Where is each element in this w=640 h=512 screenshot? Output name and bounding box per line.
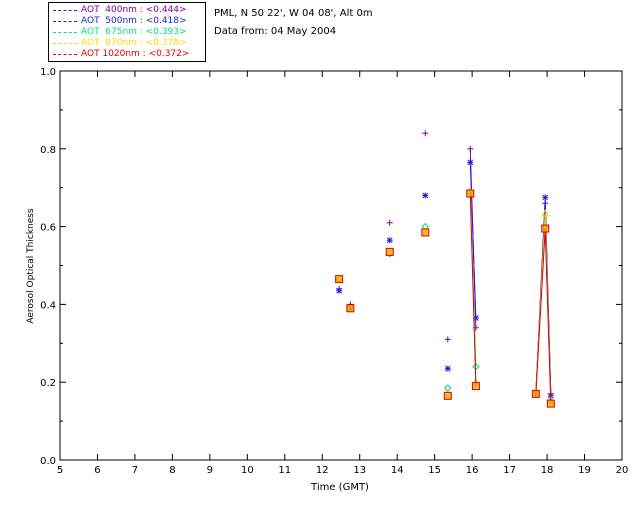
data-point [346,304,355,313]
data-point [385,247,394,256]
data-point [444,365,451,372]
x-tick-label: 14 [391,465,404,476]
data-point [444,384,452,392]
legend-swatch [53,54,77,55]
series-line [469,162,477,319]
series-2 [335,187,555,406]
legend-label: AOT 675nm : <0.393> [81,27,187,37]
data-point [541,208,550,217]
data-point [422,192,429,199]
legend-label: AOT 500nm : <0.418> [81,16,187,26]
legend-swatch [53,32,77,33]
x-tick-label: 6 [94,465,100,476]
data-point [542,194,549,201]
x-tick-label: 13 [353,465,366,476]
data-point [335,275,344,284]
series-3 [335,187,555,408]
data-point [467,159,474,166]
x-tick-label: 17 [503,465,516,476]
data-point [443,391,452,400]
plot-area [59,70,623,461]
data-point [386,219,393,226]
x-tick-label: 16 [466,465,479,476]
legend-entry: AOT 870nm : <0.378> [53,38,203,49]
y-tick-label: 0.6 [40,223,56,234]
legend-label: AOT 1020nm : <0.372> [81,49,190,59]
data-point [444,336,451,343]
x-tick-label: 9 [207,465,213,476]
x-tick-label: 10 [241,465,254,476]
legend-entry: AOT 500nm : <0.418> [53,16,203,27]
y-tick-label: 0.4 [40,300,56,311]
series-line [469,193,477,387]
x-tick-label: 8 [169,465,175,476]
series-0 [336,130,554,397]
data-point [531,389,540,398]
legend-swatch [53,21,77,22]
data-point [386,237,393,244]
x-tick-label: 12 [316,465,329,476]
legend: AOT 400nm : <0.444> AOT 500nm : <0.418> AO… [48,2,206,62]
x-axis-label: Time (GMT) [310,482,369,493]
legend-label: AOT 870nm : <0.378> [81,38,187,48]
data-point [541,224,550,233]
y-tick-label: 0.2 [40,378,56,389]
x-tick-label: 19 [578,465,591,476]
data-point [467,145,474,152]
y-tick-label: 1.0 [40,67,56,78]
legend-entry: AOT 400nm : <0.444> [53,5,203,16]
x-tick-label: 11 [278,465,291,476]
data-point [336,287,343,294]
data-point [466,189,475,198]
data-point [422,130,429,137]
series-4 [335,189,555,408]
data-point [472,315,479,322]
legend-label: AOT 400nm : <0.444> [81,5,187,15]
legend-swatch [53,43,77,44]
y-tick-label: 0.8 [40,145,56,156]
x-tick-label: 7 [132,465,138,476]
x-tick-label: 18 [541,465,554,476]
data-point [421,228,430,237]
legend-swatch [53,10,77,11]
site-info: PML, N 50 22', W 04 08', Alt 0m [214,8,373,19]
y-tick-label: 0.0 [40,456,56,467]
data-point [471,382,480,391]
series-1 [336,159,554,399]
data-point [546,399,555,408]
x-tick-label: 5 [57,465,63,476]
x-tick-label: 20 [616,465,629,476]
legend-entry: AOT 675nm : <0.393> [53,27,203,38]
date-info: Data from: 04 May 2004 [214,26,337,37]
y-axis-label: Aerosol Optical Thickness [26,208,36,324]
x-tick-label: 15 [428,465,441,476]
legend-entry: AOT 1020nm : <0.372> [53,49,203,60]
